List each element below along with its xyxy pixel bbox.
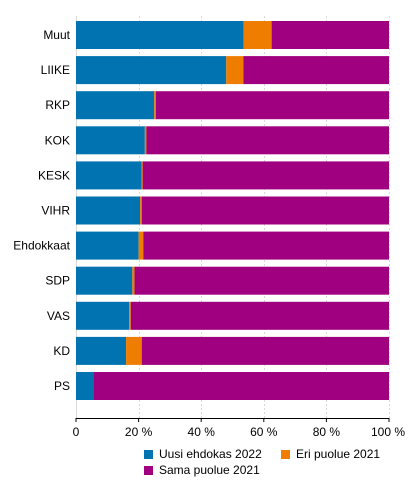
bar-segment <box>76 126 145 155</box>
category-labels: Muut LIIKE RKP KOK KESK VIHR Ehdokkaat SDP VAS KD… <box>13 28 70 393</box>
category-label: KD <box>53 344 70 358</box>
legend-label: Sama puolue 2021 <box>159 463 260 477</box>
legend: Uusi ehdokas 2022 Eri puolue 2021 Sama puo… <box>144 447 380 477</box>
x-tick-label: 0 <box>73 425 80 439</box>
bar-segment <box>76 56 227 85</box>
category-label: Muut <box>43 28 70 42</box>
bar-segment <box>134 266 389 295</box>
bar-segment <box>76 231 139 260</box>
bar-segment <box>132 266 135 295</box>
x-axis-ticks: 0 20 % 40 % 60 % 80 % 100 % <box>73 418 405 439</box>
bar-segment <box>226 56 244 85</box>
bar-segment <box>76 336 127 365</box>
bar-segment <box>138 231 144 260</box>
category-label: KOK <box>45 133 70 147</box>
x-tick-label: 100 % <box>371 425 405 439</box>
bar-segment <box>243 56 389 85</box>
bar-segment <box>141 196 389 225</box>
bar-segment <box>76 372 94 400</box>
bar-segment <box>130 301 389 330</box>
category-label: PS <box>54 379 70 393</box>
bar-segment <box>142 161 389 190</box>
legend-label: Eri puolue 2021 <box>296 447 380 461</box>
bar-segment <box>141 161 143 190</box>
bar-segment <box>155 91 389 120</box>
bar-segment <box>144 126 147 155</box>
legend-swatch <box>144 450 153 459</box>
x-tick-label: 40 % <box>188 425 216 439</box>
category-label: LIIKE <box>41 63 70 77</box>
bar-segment <box>76 301 130 330</box>
bar-segment <box>126 336 142 365</box>
bars <box>76 21 389 400</box>
bar-segment <box>129 301 131 330</box>
bar-segment <box>76 161 142 190</box>
category-label: SDP <box>45 274 70 288</box>
bar-segment <box>76 196 141 225</box>
category-label: VIHR <box>41 204 70 218</box>
legend-swatch <box>281 450 290 459</box>
bar-segment <box>271 21 389 49</box>
x-tick-label: 80 % <box>313 425 341 439</box>
bar-segment <box>76 91 155 120</box>
bar-segment <box>76 266 133 295</box>
category-label: KESK <box>38 168 70 182</box>
x-tick-label: 60 % <box>250 425 278 439</box>
bar-segment <box>93 372 389 400</box>
category-label: Ehdokkaat <box>13 239 70 253</box>
legend-label: Uusi ehdokas 2022 <box>159 447 262 461</box>
bar-segment <box>140 196 142 225</box>
category-label: VAS <box>47 309 70 323</box>
legend-swatch <box>144 466 153 475</box>
bar-segment <box>143 231 389 260</box>
bar-segment <box>141 336 389 365</box>
bar-segment <box>76 21 244 49</box>
bar-segment <box>154 91 156 120</box>
category-label: RKP <box>45 98 70 112</box>
bar-segment <box>243 21 272 49</box>
x-tick-label: 20 % <box>125 425 153 439</box>
bar-segment <box>146 126 389 155</box>
